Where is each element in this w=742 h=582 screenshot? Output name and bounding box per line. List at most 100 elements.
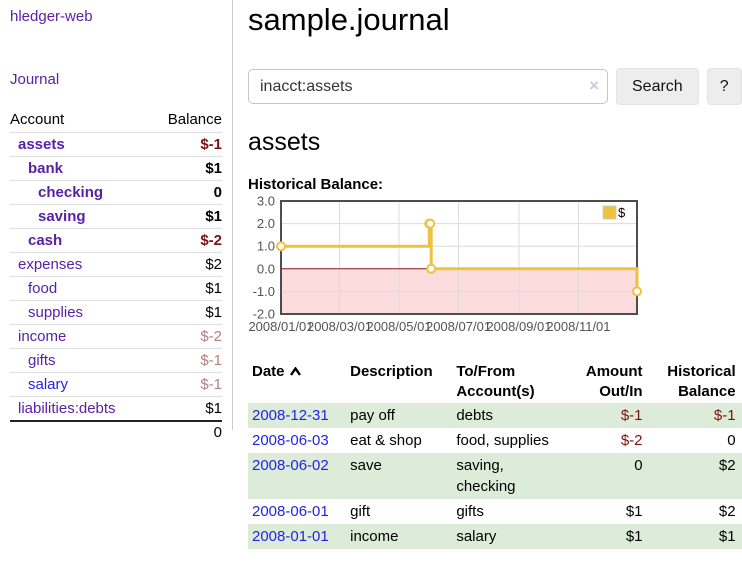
data-point-marker	[277, 242, 285, 250]
transaction-accounts: gifts	[452, 499, 565, 524]
transaction-date-link[interactable]: 2008-06-01	[252, 503, 329, 520]
historical-balance-chart: $3.02.01.00.0-1.0-2.02008/01/012008/03/0…	[248, 196, 742, 352]
x-axis-tick-label: 2008/03/01	[307, 319, 372, 334]
account-row: saving $1	[10, 205, 222, 229]
account-balance: $1	[150, 157, 222, 181]
x-axis-tick-label: 2008/01/01	[248, 319, 313, 334]
chart-label: Historical Balance:	[248, 176, 742, 193]
transaction-description: save	[346, 453, 452, 499]
account-link[interactable]: checking	[10, 183, 103, 202]
account-row: gifts $-1	[10, 349, 222, 373]
transaction-amount: 0	[566, 453, 649, 499]
y-axis-tick-label: 1.0	[257, 239, 275, 254]
account-link[interactable]: bank	[10, 159, 63, 178]
account-row: checking 0	[10, 181, 222, 205]
data-point-marker	[426, 220, 434, 228]
transaction-accounts: salary	[452, 524, 565, 549]
account-balance: $-1	[150, 133, 222, 157]
account-row: assets $-1	[10, 133, 222, 157]
main-content: sample.journal × Search ? assets Histori…	[233, 0, 742, 549]
account-balance: $1	[150, 205, 222, 229]
column-header-balance: Historical Balance	[649, 361, 742, 403]
account-link[interactable]: cash	[10, 231, 62, 250]
account-row: supplies $1	[10, 301, 222, 325]
transaction-amount: $-1	[566, 403, 649, 428]
transaction-date-link[interactable]: 2008-01-01	[252, 528, 329, 545]
transaction-balance: $2	[649, 499, 742, 524]
account-title: assets	[248, 128, 742, 157]
transaction-description: gift	[346, 499, 452, 524]
accounts-header-balance: Balance	[150, 108, 222, 133]
page-title: sample.journal	[248, 2, 742, 38]
transaction-description: eat & shop	[346, 428, 452, 453]
search-button[interactable]: Search	[616, 68, 699, 105]
y-axis-tick-label: 2.0	[257, 216, 275, 231]
legend-label: $	[618, 205, 626, 220]
transaction-description: pay off	[346, 403, 452, 428]
transaction-date-link[interactable]: 2008-06-03	[252, 432, 329, 449]
account-balance: 0	[150, 181, 222, 205]
transaction-amount: $-2	[566, 428, 649, 453]
account-row: food $1	[10, 277, 222, 301]
accounts-header-account: Account	[10, 108, 150, 133]
transaction-balance: $2	[649, 453, 742, 499]
y-axis-tick-label: -1.0	[253, 284, 275, 299]
accounts-table: Account Balance assets $-1 bank $1 checking 0…	[10, 108, 222, 443]
account-row: expenses$2	[10, 253, 222, 277]
account-balance: $1	[150, 397, 222, 422]
clear-search-icon[interactable]: ×	[589, 76, 599, 96]
account-row: cash $-2	[10, 229, 222, 253]
transaction-amount: $1	[566, 524, 649, 549]
account-row: income$-2	[10, 325, 222, 349]
account-balance: $1	[150, 277, 222, 301]
data-point-marker	[633, 287, 641, 295]
x-axis-tick-label: 2008/11/01	[546, 319, 610, 334]
transaction-date-link[interactable]: 2008-12-31	[252, 407, 329, 424]
search-form: × Search ?	[248, 68, 742, 105]
account-link[interactable]: salary	[10, 375, 68, 394]
account-balance: $-1	[150, 349, 222, 373]
account-link[interactable]: income	[10, 327, 66, 346]
accounts-total-value: 0	[150, 421, 222, 443]
transaction-amount: $1	[566, 499, 649, 524]
account-balance: $1	[150, 301, 222, 325]
brand-link[interactable]: hledger-web	[10, 8, 93, 25]
transaction-row: 2008-06-01 giftgifts$1$2	[248, 499, 742, 524]
account-link[interactable]: supplies	[10, 303, 83, 322]
account-link[interactable]: saving	[10, 207, 86, 226]
x-axis-tick-label: 2008/07/01	[426, 319, 491, 334]
search-input[interactable]	[248, 69, 608, 104]
account-link[interactable]: liabilities:debts	[10, 399, 116, 418]
account-link[interactable]: food	[10, 279, 57, 298]
account-link[interactable]: assets	[10, 135, 65, 154]
transaction-date-link[interactable]: 2008-06-02	[252, 457, 329, 474]
help-button[interactable]: ?	[707, 68, 742, 105]
account-link[interactable]: expenses	[10, 255, 82, 274]
account-balance: $-2	[150, 229, 222, 253]
legend-swatch	[603, 206, 616, 219]
accounts-total-row: 0	[10, 421, 222, 443]
transaction-row: 2008-01-01incomesalary$1$1	[248, 524, 742, 549]
sidebar-item-journal[interactable]: Journal	[10, 71, 59, 88]
transaction-description: income	[346, 524, 452, 549]
y-axis-tick-label: 0.0	[257, 261, 275, 276]
transaction-row: 2008-12-31pay offdebts$-1$-1	[248, 403, 742, 428]
transaction-accounts: debts	[452, 403, 565, 428]
transaction-row: 2008-06-02 savesaving, checking0$2	[248, 453, 742, 499]
transaction-accounts: saving, checking	[452, 453, 565, 499]
account-link[interactable]: gifts	[10, 351, 56, 370]
y-axis-tick-label: 3.0	[257, 196, 275, 209]
sort-asc-icon	[289, 363, 302, 380]
app: hledger-web Journal Account Balance asse…	[0, 0, 742, 549]
sidebar: hledger-web Journal Account Balance asse…	[0, 0, 233, 430]
column-header-date[interactable]: Date	[248, 361, 346, 403]
transaction-accounts: food, supplies	[452, 428, 565, 453]
account-row: liabilities:debts $1	[10, 397, 222, 422]
column-header-accounts: To/From Account(s)	[452, 361, 565, 403]
transaction-balance: 0	[649, 428, 742, 453]
accounts-total-spacer	[10, 421, 150, 443]
accounts-table-body: assets$-1bank$1checking0saving$1cash$-2e…	[10, 133, 222, 422]
account-row: salary$-1	[10, 373, 222, 397]
column-header-description: Description	[346, 361, 452, 403]
accounts-header-row: Account Balance	[10, 108, 222, 133]
